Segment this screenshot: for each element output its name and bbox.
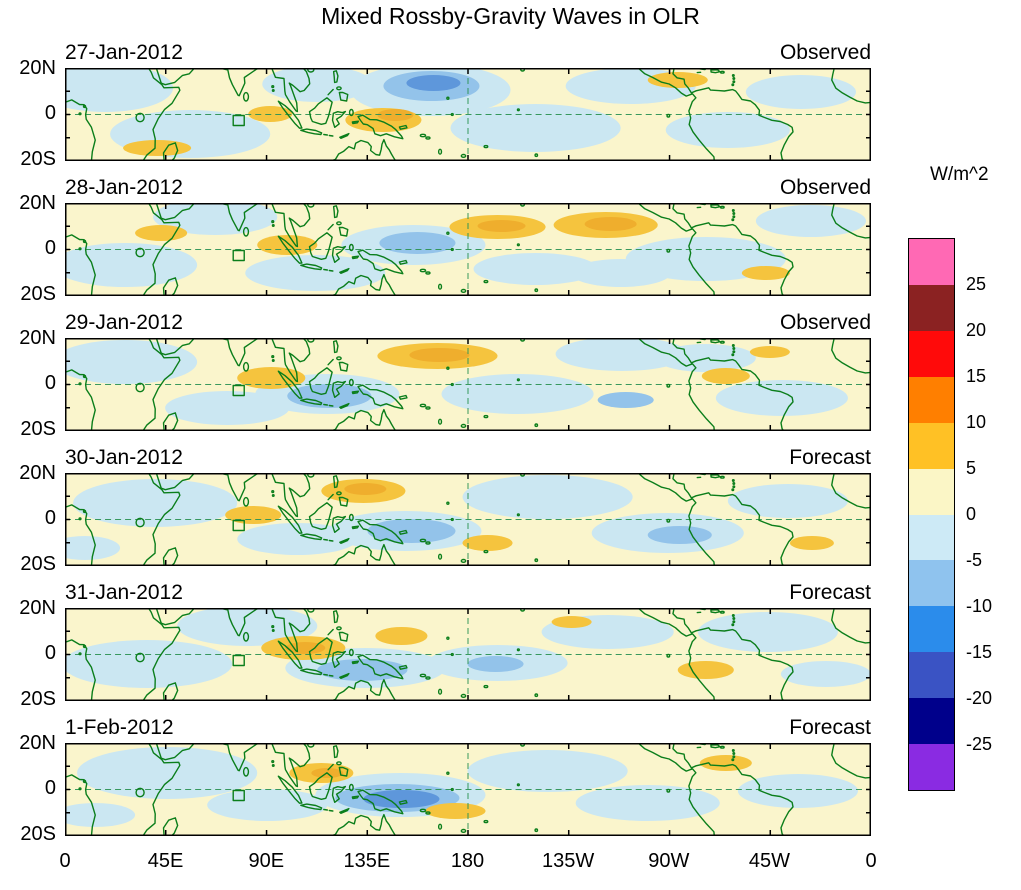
panel-date: 29-Jan-2012 xyxy=(65,311,183,334)
map-panel-6 xyxy=(65,743,871,836)
colorbar xyxy=(908,238,955,791)
panel-6-header: 1-Feb-2012 Forecast xyxy=(65,716,871,740)
x-tick-label: 135W xyxy=(541,850,595,872)
map-panel-2 xyxy=(65,203,871,296)
colorbar-segment xyxy=(909,606,954,653)
colorbar-tick-label: -15 xyxy=(966,642,993,662)
y-tick-label: 20N xyxy=(19,57,56,79)
panel-5-header: 31-Jan-2012 Forecast xyxy=(65,581,871,605)
y-tick-label: 20S xyxy=(20,553,56,575)
y-tick-label: 20N xyxy=(19,597,56,619)
y-tick-label: 0 xyxy=(44,642,56,664)
y-tick-label: 20S xyxy=(20,688,56,710)
y-tick-label: 0 xyxy=(44,507,56,529)
panel-date: 28-Jan-2012 xyxy=(65,176,183,199)
panel-date: 30-Jan-2012 xyxy=(65,446,183,469)
colorbar-segment xyxy=(909,652,954,699)
contour-field xyxy=(65,68,856,158)
colorbar-segment xyxy=(909,560,954,607)
x-tick-label: 180 xyxy=(450,850,485,872)
colorbar-tick-label: 25 xyxy=(966,274,987,294)
x-tick-label: 135E xyxy=(343,850,391,872)
panel-1-header: 27-Jan-2012 Observed xyxy=(65,41,871,65)
panel-date: 31-Jan-2012 xyxy=(65,581,183,604)
colorbar-segment xyxy=(909,744,954,791)
x-tick-label: 45W xyxy=(748,850,790,872)
page-title: Mixed Rossby-Gravity Waves in OLR xyxy=(321,3,700,29)
x-tick-label: 90E xyxy=(248,850,285,872)
colorbar-tick-label: 20 xyxy=(966,320,987,340)
colorbar-segment xyxy=(909,468,954,515)
panel-source-label: Forecast xyxy=(789,581,871,604)
y-tick-label: 20N xyxy=(19,732,56,754)
map-panel-1 xyxy=(65,68,871,161)
y-tick-label: 0 xyxy=(44,237,56,259)
panel-3-header: 29-Jan-2012 Observed xyxy=(65,311,871,335)
x-tick-label: 0 xyxy=(59,850,71,872)
colorbar-segment xyxy=(909,330,954,377)
map-panel-4 xyxy=(65,473,871,566)
y-tick-label: 20N xyxy=(19,192,56,214)
y-tick-label: 20N xyxy=(19,327,56,349)
colorbar-segment xyxy=(909,514,954,561)
panel-2-header: 28-Jan-2012 Observed xyxy=(65,176,871,200)
panel-date: 27-Jan-2012 xyxy=(65,41,183,64)
colorbar-segment xyxy=(909,376,954,423)
colorbar-tick-label: -25 xyxy=(966,734,993,754)
panel-source-label: Observed xyxy=(779,176,871,199)
panel-source-label: Observed xyxy=(779,41,871,64)
y-tick-label: 20S xyxy=(20,283,56,305)
x-tick-label: 0 xyxy=(865,850,877,872)
y-tick-label: 0 xyxy=(44,102,56,124)
contour-field xyxy=(65,608,871,688)
panel-source-label: Forecast xyxy=(789,446,871,469)
colorbar-tick-label: -5 xyxy=(966,550,983,570)
colorbar-tick-label: 0 xyxy=(966,504,977,524)
y-tick-label: 0 xyxy=(44,777,56,799)
contour-field xyxy=(65,747,858,827)
colorbar-segment xyxy=(909,284,954,331)
y-tick-label: 20S xyxy=(20,418,56,440)
colorbar-tick-label: 15 xyxy=(966,366,987,386)
y-tick-label: 20N xyxy=(19,462,56,484)
colorbar-segment xyxy=(909,698,954,745)
colorbar-tick-label: -10 xyxy=(966,596,993,616)
colorbar-tick-label: -20 xyxy=(966,688,993,708)
y-tick-label: 20S xyxy=(20,823,56,845)
colorbar-tick-label: 5 xyxy=(966,458,977,478)
colorbar-segment xyxy=(909,422,954,469)
panel-date: 1-Feb-2012 xyxy=(65,716,174,739)
map-panel-3 xyxy=(65,338,871,431)
x-tick-label: 45E xyxy=(147,850,184,872)
map-panel-5 xyxy=(65,608,871,701)
y-tick-label: 0 xyxy=(44,372,56,394)
panel-4-header: 30-Jan-2012 Forecast xyxy=(65,446,871,470)
colorbar-units-label: W/m^2 xyxy=(930,164,989,185)
colorbar-tick-label: 10 xyxy=(966,412,987,432)
colorbar-segment xyxy=(909,239,954,285)
x-tick-label: 90W xyxy=(648,850,690,872)
y-tick-label: 20S xyxy=(20,148,56,170)
panel-source-label: Forecast xyxy=(789,716,871,739)
panel-source-label: Observed xyxy=(779,311,871,334)
